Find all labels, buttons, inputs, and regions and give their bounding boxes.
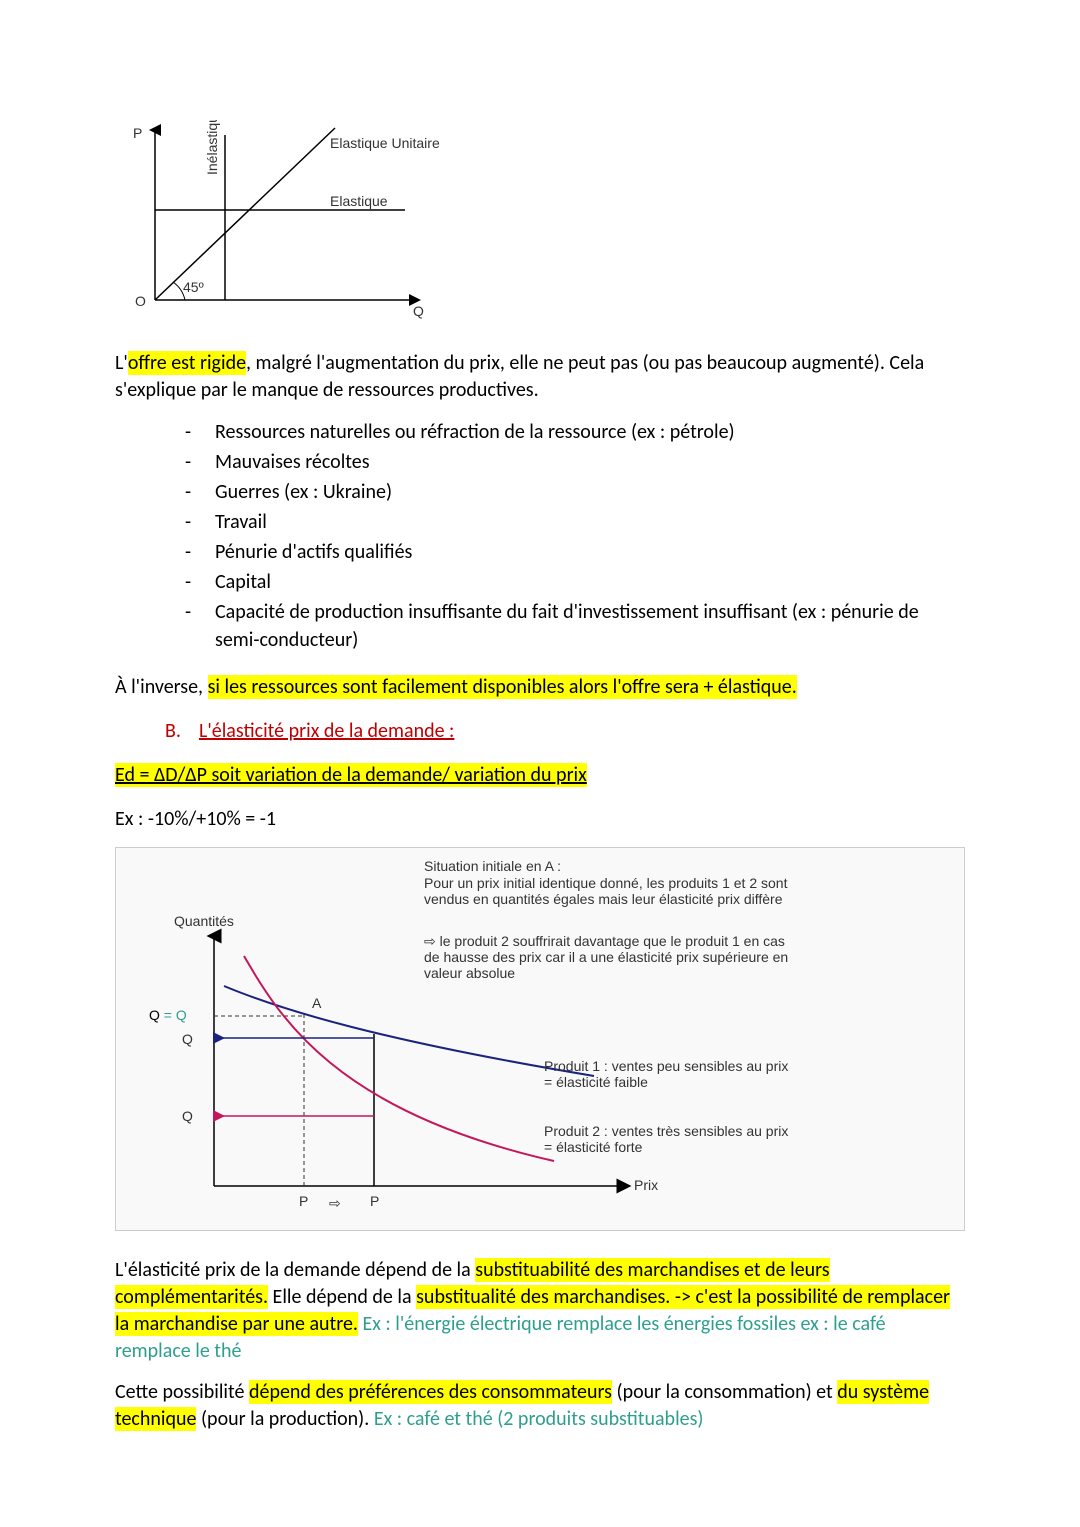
list-text: Pénurie d'actifs qualifiés bbox=[215, 538, 965, 566]
chart2-ytick-q1: Q bbox=[182, 1031, 193, 1047]
paragraph-substituability: L'élasticité prix de la demande dépend d… bbox=[115, 1257, 965, 1365]
list-item: - Mauvaises récoltes bbox=[185, 448, 965, 476]
paragraph-offre-rigide: L'offre est rigide, malgré l'augmentatio… bbox=[115, 350, 965, 404]
section-letter: B. bbox=[165, 719, 181, 743]
list-text: Guerres (ex : Ukraine) bbox=[215, 478, 965, 506]
chart2-y-label: Quantités bbox=[174, 913, 234, 929]
p4-teal: Ex : café et thé (2 produits substituabl… bbox=[374, 1407, 704, 1431]
list-text: Capital bbox=[215, 568, 965, 596]
bullet-dash: - bbox=[185, 538, 215, 566]
origin-label: O bbox=[135, 293, 146, 309]
chart2-prod1-label: Produit 1 : ventes peu sensibles au prix… bbox=[544, 1058, 792, 1090]
list-item: -Pénurie d'actifs qualifiés bbox=[185, 538, 965, 566]
chart2-xtick-arrow: ⇨ bbox=[329, 1195, 341, 1211]
p4-t1: Cette possibilité bbox=[115, 1380, 249, 1404]
inelastic-label: Inélastique bbox=[204, 120, 220, 175]
formula-ed: Ed = ΔD/ΔP soit variation de la demande/… bbox=[115, 763, 965, 787]
p2-highlight: si les ressources sont facilement dispon… bbox=[208, 675, 797, 699]
chart2-mid-text: ⇨ le produit 2 souffrirait davantage que… bbox=[424, 933, 792, 981]
bullet-dash: - bbox=[185, 448, 215, 476]
p1-prefix: L' bbox=[115, 351, 128, 375]
list-item: - Capital bbox=[185, 568, 965, 596]
p4-t3: (pour la production). bbox=[196, 1407, 373, 1431]
p4-t2: (pour la consommation) et bbox=[612, 1380, 837, 1404]
elastic-label: Elastique bbox=[330, 193, 388, 209]
elastic-unit-label: Elastique Unitaire bbox=[330, 135, 440, 151]
bullet-dash: - bbox=[185, 508, 215, 536]
bullet-dash: - bbox=[185, 568, 215, 596]
section-title: L'élasticité prix de la demande : bbox=[199, 719, 454, 743]
section-b-heading: B. L'élasticité prix de la demande : bbox=[165, 719, 965, 743]
list-item: -Ressources naturelles ou réfraction de … bbox=[185, 418, 965, 446]
list-text: Capacité de production insuffisante du f… bbox=[215, 598, 965, 654]
list-text: Travail bbox=[215, 508, 965, 536]
chart2-prod2-label: Produit 2 : ventes très sensibles au pri… bbox=[544, 1123, 792, 1155]
list-item: -Capacité de production insuffisante du … bbox=[185, 598, 965, 654]
list-item: -Travail bbox=[185, 508, 965, 536]
p2-prefix: À l'inverse, bbox=[115, 675, 208, 699]
bullet-dash: - bbox=[185, 478, 215, 506]
paragraph-inverse: À l'inverse, si les ressources sont faci… bbox=[115, 674, 965, 701]
example-calculation: Ex : -10%/+10% = -1 bbox=[115, 807, 965, 831]
p1-highlight: offre est rigide bbox=[128, 351, 246, 375]
demand-elasticity-diagram: Situation initiale en A : Pour un prix i… bbox=[115, 847, 965, 1231]
document-page: P Q O 45º Inélastique Elastique Unitaire… bbox=[0, 0, 1080, 1527]
bullet-dash: - bbox=[185, 598, 215, 626]
list-text: Mauvaises récoltes bbox=[215, 448, 965, 476]
chart2-ytick-eq: Q = Q bbox=[149, 1007, 187, 1023]
chart2-xtick-p1: P bbox=[299, 1193, 308, 1209]
paragraph-preferences: Cette possibilité dépend des préférences… bbox=[115, 1379, 965, 1433]
chart2-x-label: Prix bbox=[634, 1177, 658, 1193]
angle-45-label: 45º bbox=[183, 279, 204, 295]
p3-t2: Elle dépend de la bbox=[268, 1285, 416, 1309]
chart2-xtick-p2: P bbox=[370, 1193, 379, 1209]
formula-highlight: Ed = ΔD/ΔP soit variation de la demande/… bbox=[115, 763, 587, 787]
list-item: -Guerres (ex : Ukraine) bbox=[185, 478, 965, 506]
p4-h1: dépend des préférences des consommateurs bbox=[249, 1380, 612, 1404]
p3-t1: L'élasticité prix de la demande dépend d… bbox=[115, 1258, 475, 1282]
axis-p-label: P bbox=[133, 125, 142, 141]
chart2-ytick-q2: Q bbox=[182, 1108, 193, 1124]
elasticity-supply-diagram: P Q O 45º Inélastique Elastique Unitaire… bbox=[115, 120, 965, 320]
resource-shortage-list: -Ressources naturelles ou réfraction de … bbox=[115, 418, 965, 654]
list-text: Ressources naturelles ou réfraction de l… bbox=[215, 418, 965, 446]
bullet-dash: - bbox=[185, 418, 215, 446]
demand-elasticity-svg: Situation initiale en A : Pour un prix i… bbox=[124, 856, 954, 1226]
chart2-point-a: A bbox=[312, 995, 322, 1011]
chart2-top-line1: Pour un prix initial identique donné, le… bbox=[424, 875, 791, 907]
chart2-top-title: Situation initiale en A : bbox=[424, 858, 561, 874]
axis-q-label: Q bbox=[413, 303, 424, 319]
elasticity-supply-svg: P Q O 45º Inélastique Elastique Unitaire… bbox=[115, 120, 445, 320]
